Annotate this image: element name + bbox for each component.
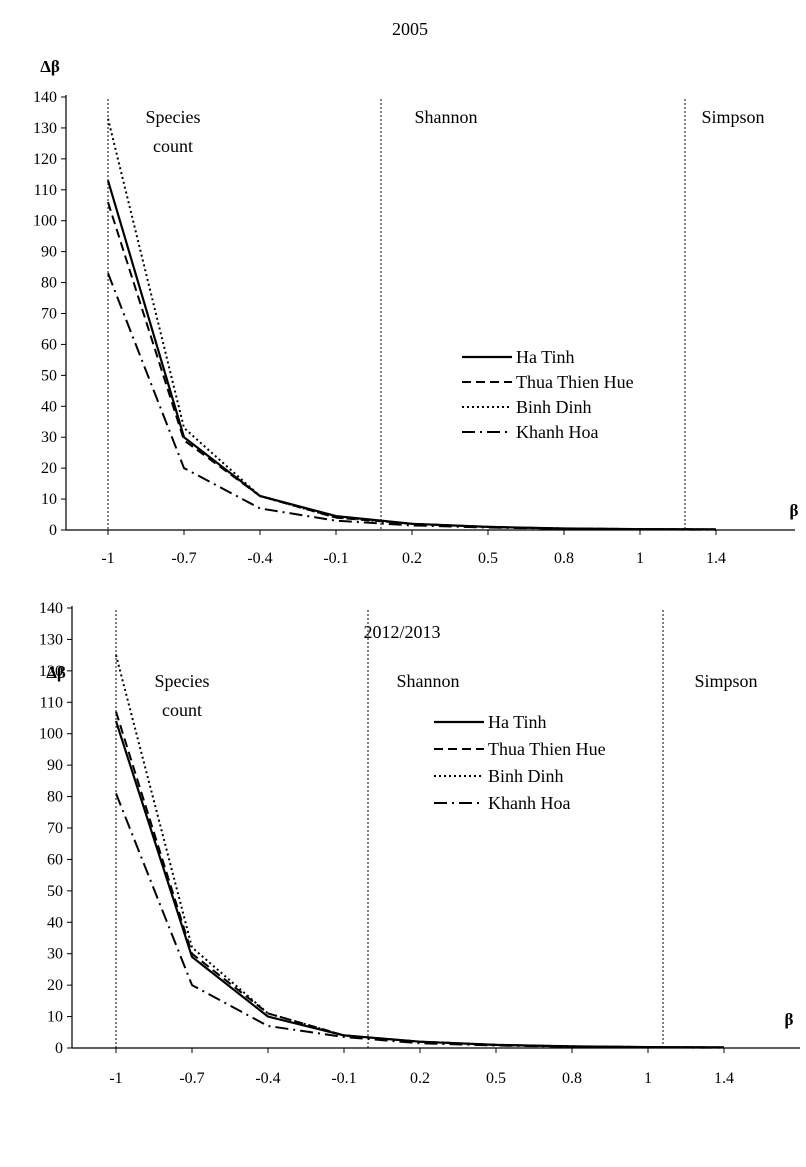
chart1-x-tick-label: -0.7: [171, 550, 196, 567]
chart2-x-tick-label: -1: [109, 1070, 122, 1087]
chart1-legend-label-3: Binh Dinh: [516, 397, 592, 417]
chart2-y-tick-label: 0: [55, 1040, 63, 1057]
chart1-y-tick-label: 110: [34, 182, 57, 199]
chart2-title: 2012/2013: [363, 622, 440, 642]
chart1-region-label-2: Shannon: [415, 107, 478, 127]
chart1-y-tick-label: 80: [41, 275, 57, 292]
chart2-y-tick-label: 110: [40, 694, 63, 711]
chart2-x-tick-label: -0.7: [179, 1070, 204, 1087]
chart1-y-axis-label: Δβ: [40, 57, 60, 76]
chart1-y-tick-label: 120: [33, 151, 57, 168]
chart2-x-tick-label: 0.5: [486, 1070, 506, 1087]
chart2-y-tick-label: 100: [39, 726, 63, 743]
chart1-legend-label-1: Ha Tinh: [516, 347, 575, 367]
chart1-x-tick-label: 1.4: [706, 550, 726, 567]
chart1-y-tick-label: 0: [49, 522, 57, 539]
chart2-series-line-1: [114, 720, 725, 1049]
chart2-y-tick-label: 50: [47, 883, 63, 900]
chart2-legend-label-4: Khanh Hoa: [488, 793, 570, 813]
chart2-series-line-4: [115, 793, 725, 1049]
chart2-x-tick-label: 1: [644, 1070, 652, 1087]
chart2-x-axis-label: β: [785, 1010, 794, 1029]
chart2-region-label-3: Simpson: [694, 671, 757, 691]
chart1-y-tick-label: 140: [33, 89, 57, 106]
chart2-legend-label-2: Thua Thien Hue: [488, 739, 606, 759]
chart1-x-tick-label: 1: [636, 550, 644, 567]
chart1-x-tick-label: 0.2: [402, 550, 422, 567]
chart2-region-label-1: count: [162, 700, 202, 720]
chart1-series-line-2: [107, 201, 717, 531]
chart1-y-tick-label: 70: [41, 306, 57, 323]
chart2-y-tick-label: 130: [39, 631, 63, 648]
chart1-title: 2005: [392, 19, 428, 39]
chart2-y-tick-label: 30: [47, 946, 63, 963]
chart1-legend-label-4: Khanh Hoa: [516, 422, 598, 442]
chart2-y-tick-label: 10: [47, 1009, 63, 1026]
chart2-y-tick-label: 70: [47, 820, 63, 837]
chart1-region-label-1: Species: [146, 107, 201, 127]
chart2-y-tick-label: 40: [47, 914, 63, 931]
chart2-y-tick-label: 90: [47, 757, 63, 774]
chart1-x-axis-label: β: [790, 501, 799, 520]
chart1-y-tick-label: 30: [41, 429, 57, 446]
chart1-x-tick-label: 0.5: [478, 550, 498, 567]
chart1-y-tick-label: 50: [41, 367, 57, 384]
chart1-y-tick-label: 60: [41, 336, 57, 353]
chart2-legend-label-3: Binh Dinh: [488, 766, 564, 786]
chart1-legend-label-2: Thua Thien Hue: [516, 372, 634, 392]
chart2-x-tick-label: 0.8: [562, 1070, 582, 1087]
chart2-y-tick-label: 140: [39, 600, 63, 617]
chart2-y-tick-label: 80: [47, 789, 63, 806]
chart1-y-tick-label: 130: [33, 120, 57, 137]
chart1-y-tick-label: 10: [41, 491, 57, 508]
chart1-region-label-3: Simpson: [701, 107, 764, 127]
chart1-y-tick-label: 100: [33, 213, 57, 230]
chart1-y-tick-label: 90: [41, 244, 57, 261]
chart2-series-line-3: [115, 654, 725, 1049]
chart1-y-tick-label: 40: [41, 398, 57, 415]
chart1-series-line-4: [107, 272, 717, 531]
chart2-x-tick-label: -0.1: [331, 1070, 356, 1087]
chart2-region-label-2: Shannon: [397, 671, 460, 691]
chart1-y-tick-label: 20: [41, 460, 57, 477]
chart1-x-tick-label: -1: [101, 550, 114, 567]
chart2-series-line-2: [115, 711, 725, 1049]
chart1-series-line-3: [107, 118, 717, 531]
chart1-region-label-1: count: [153, 136, 193, 156]
chart2-y-tick-label: 20: [47, 977, 63, 994]
chart2-y-tick-label: 120: [39, 663, 63, 680]
chart2-region-label-1: Species: [155, 671, 210, 691]
chart2-y-axis-label: Δβ: [46, 663, 66, 682]
chart2-legend-label-1: Ha Tinh: [488, 712, 547, 732]
chart2-y-tick-label: 60: [47, 851, 63, 868]
chart2-x-tick-label: 1.4: [714, 1070, 734, 1087]
chart1-x-tick-label: 0.8: [554, 550, 574, 567]
chart2-x-tick-label: -0.4: [255, 1070, 280, 1087]
chart2-x-tick-label: 0.2: [410, 1070, 430, 1087]
chart1-x-tick-label: -0.4: [247, 550, 272, 567]
chart1-x-tick-label: -0.1: [323, 550, 348, 567]
